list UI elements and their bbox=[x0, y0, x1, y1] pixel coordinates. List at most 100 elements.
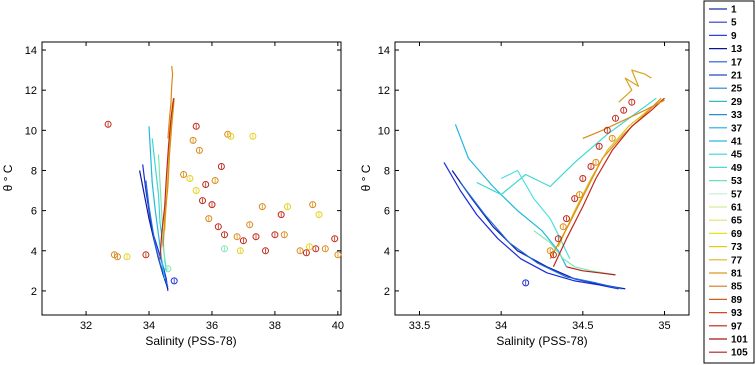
sample-point-0-1-11 bbox=[280, 231, 288, 239]
sample-point-0-2-5 bbox=[249, 132, 257, 140]
sample-point-1-1-3 bbox=[592, 158, 600, 166]
sample-point-0-1-12 bbox=[296, 247, 304, 255]
sample-point-0-0-14 bbox=[302, 249, 310, 257]
x-tick-label-0-0: 32 bbox=[80, 320, 92, 332]
legend-label-89: 89 bbox=[731, 295, 743, 306]
y-tick-label-0-0: 2 bbox=[31, 286, 37, 298]
sample-point-0-2-6 bbox=[284, 203, 291, 211]
sample-point-0-2-3 bbox=[227, 132, 235, 140]
legend-label-97: 97 bbox=[731, 321, 743, 332]
sample-point-0-0-9 bbox=[239, 237, 247, 245]
profile-line-1-11 bbox=[582, 99, 665, 139]
legend: 1 5 9 13 17 21 25 29 33 37 41 45 49 53 57 61 65 69 73 77 81 8… bbox=[703, 0, 755, 364]
profile-line-1-3 bbox=[454, 124, 568, 268]
y-tick-label-1-2: 6 bbox=[384, 206, 390, 218]
sample-point-0-0-13 bbox=[277, 211, 285, 219]
sample-point-1-0-7 bbox=[603, 126, 611, 134]
sample-point-1-1-4 bbox=[608, 134, 616, 142]
sample-point-1-0-10 bbox=[628, 98, 636, 106]
sample-point-0-3-1 bbox=[221, 245, 228, 253]
sample-point-0-0-15 bbox=[312, 245, 320, 253]
sample-point-0-1-15 bbox=[334, 251, 342, 259]
legend-label-65: 65 bbox=[731, 216, 743, 227]
left-ts-plot: 32 34 36 38 40 2 4 6 8 10 12 14 Salinity (PSS-78) θ… bbox=[1, 41, 344, 348]
sample-point-1-0-1 bbox=[554, 235, 562, 243]
x-tick-label-0-2: 36 bbox=[206, 320, 218, 332]
sample-point-0-1-13 bbox=[309, 201, 317, 209]
sample-point-0-2-4 bbox=[236, 247, 244, 255]
y-tick-label-0-6: 14 bbox=[25, 45, 37, 57]
legend-label-17: 17 bbox=[731, 57, 743, 68]
sample-point-0-2-1 bbox=[186, 175, 194, 182]
left-plot-ticks: 32 34 36 38 40 2 4 6 8 10 12 14 bbox=[25, 42, 344, 332]
profile-line-0-3 bbox=[148, 126, 166, 279]
y-tick-label-0-4: 10 bbox=[25, 125, 37, 137]
sample-point-0-0-1 bbox=[142, 251, 150, 259]
left-plot-data bbox=[104, 66, 342, 291]
x-tick-label-1-1: 34 bbox=[495, 320, 507, 332]
legend-items: 1 5 9 13 17 21 25 29 33 37 41 45 49 53 57 61 65 69 73 77 81 8… bbox=[709, 5, 748, 359]
y-tick-label-1-0: 2 bbox=[384, 286, 390, 298]
right-y-axis-label: θ ° C bbox=[359, 164, 373, 191]
sample-point-1-1-0 bbox=[546, 247, 554, 255]
legend-label-9: 9 bbox=[731, 31, 737, 42]
sample-point-1-0-8 bbox=[612, 114, 619, 122]
sample-point-0-1-2 bbox=[180, 171, 188, 178]
legend-label-25: 25 bbox=[731, 84, 743, 95]
sample-point-0-1-1 bbox=[114, 253, 121, 261]
right-x-axis-label: Salinity (PSS-78) bbox=[496, 334, 587, 348]
sample-point-0-0-2 bbox=[192, 122, 200, 130]
sample-point-0-0-5 bbox=[208, 201, 216, 209]
sample-point-1-0-4 bbox=[579, 175, 587, 182]
x-tick-label-1-0: 33.5 bbox=[409, 320, 430, 332]
sample-point-1-0-6 bbox=[595, 142, 603, 150]
sample-point-0-1-9 bbox=[246, 221, 254, 229]
profile-line-1-4 bbox=[476, 97, 657, 196]
y-tick-label-0-2: 6 bbox=[31, 206, 37, 218]
sample-point-0-1-6 bbox=[211, 177, 219, 184]
sample-point-1-1-1 bbox=[559, 223, 567, 231]
sample-point-0-1-3 bbox=[189, 136, 197, 144]
left-y-axis-label: θ ° C bbox=[1, 164, 15, 191]
sample-point-0-3-0 bbox=[164, 265, 172, 273]
profile-line-1-5 bbox=[500, 169, 571, 260]
x-tick-label-0-1: 34 bbox=[143, 320, 155, 332]
legend-label-53: 53 bbox=[731, 176, 743, 187]
sample-point-1-0-9 bbox=[620, 106, 628, 114]
profile-line-0-0 bbox=[142, 164, 169, 291]
sample-point-1-2-0 bbox=[522, 279, 530, 287]
right-plot-frame bbox=[394, 41, 690, 316]
legend-label-1: 1 bbox=[731, 5, 737, 16]
legend-label-81: 81 bbox=[731, 269, 743, 280]
y-tick-label-0-3: 8 bbox=[31, 165, 37, 177]
y-tick-label-1-1: 4 bbox=[384, 246, 390, 258]
profile-line-0-7 bbox=[162, 98, 175, 247]
profile-line-1-12 bbox=[618, 69, 652, 103]
left-x-axis-label: Salinity (PSS-78) bbox=[145, 334, 236, 348]
legend-label-13: 13 bbox=[731, 44, 743, 55]
y-tick-label-1-4: 10 bbox=[378, 125, 390, 137]
y-tick-label-1-5: 12 bbox=[378, 85, 390, 97]
sample-point-0-0-3 bbox=[199, 197, 206, 205]
legend-label-45: 45 bbox=[731, 150, 743, 161]
legend-label-33: 33 bbox=[731, 110, 743, 121]
profile-line-0-9 bbox=[167, 66, 174, 139]
sample-point-0-0-6 bbox=[214, 223, 222, 231]
sample-point-0-0-16 bbox=[331, 235, 339, 243]
legend-label-29: 29 bbox=[731, 97, 743, 108]
legend-label-5: 5 bbox=[731, 18, 737, 29]
legend-box bbox=[703, 0, 755, 364]
sample-point-0-4-0 bbox=[170, 277, 178, 285]
legend-label-93: 93 bbox=[731, 308, 743, 319]
legend-label-105: 105 bbox=[731, 348, 748, 359]
profile-line-1-8 bbox=[549, 97, 662, 260]
x-tick-label-1-3: 35 bbox=[658, 320, 670, 332]
sample-point-0-0-4 bbox=[202, 181, 210, 188]
sample-point-0-0-0 bbox=[104, 120, 112, 128]
x-tick-label-0-3: 38 bbox=[269, 320, 281, 332]
x-tick-label-1-2: 34.5 bbox=[572, 320, 593, 332]
y-tick-label-1-6: 14 bbox=[378, 45, 390, 57]
legend-label-69: 69 bbox=[731, 229, 743, 240]
sample-point-0-0-8 bbox=[221, 231, 228, 239]
legend-label-101: 101 bbox=[731, 335, 748, 346]
